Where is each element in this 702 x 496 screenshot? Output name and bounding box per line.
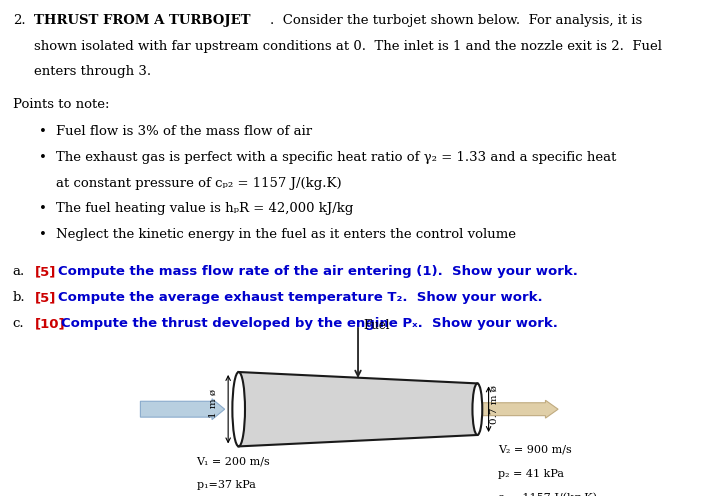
Text: Fuel: Fuel	[364, 319, 390, 332]
Polygon shape	[239, 372, 477, 446]
Text: [5]: [5]	[35, 291, 56, 304]
Text: Compute the mass flow rate of the air entering (1).  Show your work.: Compute the mass flow rate of the air en…	[58, 265, 578, 278]
Text: 0.7 m ø: 0.7 m ø	[490, 385, 498, 424]
Text: •: •	[39, 125, 46, 138]
Text: p₂ = 41 kPa: p₂ = 41 kPa	[498, 469, 564, 479]
Ellipse shape	[472, 383, 482, 435]
Text: enters through 3.: enters through 3.	[34, 65, 151, 78]
Text: V₂ = 900 m/s: V₂ = 900 m/s	[498, 445, 572, 455]
Text: •: •	[39, 151, 46, 164]
FancyArrow shape	[140, 399, 225, 420]
Text: 1 m ø: 1 m ø	[208, 389, 217, 418]
Ellipse shape	[232, 372, 245, 446]
Text: •: •	[39, 202, 46, 215]
Text: THRUST FROM A TURBOJET: THRUST FROM A TURBOJET	[34, 14, 250, 27]
Text: Compute the average exhaust temperature T₂.  Show your work.: Compute the average exhaust temperature …	[58, 291, 542, 304]
Text: Compute the thrust developed by the engine Pₓ.  Show your work.: Compute the thrust developed by the engi…	[61, 317, 558, 330]
Text: Fuel flow is 3% of the mass flow of air: Fuel flow is 3% of the mass flow of air	[56, 125, 312, 138]
Text: Points to note:: Points to note:	[13, 98, 109, 111]
Text: The fuel heating value is hₚR = 42,000 kJ/kg: The fuel heating value is hₚR = 42,000 k…	[56, 202, 354, 215]
Text: The exhaust gas is perfect with a specific heat ratio of γ₂ = 1.33 and a specifi: The exhaust gas is perfect with a specif…	[56, 151, 616, 164]
Text: •: •	[39, 228, 46, 241]
Text: V₁ = 200 m/s: V₁ = 200 m/s	[197, 456, 270, 466]
Text: [10]: [10]	[35, 317, 66, 330]
FancyArrow shape	[481, 400, 558, 418]
Text: at constant pressure of cₚ₂ = 1157 J/(kg.K): at constant pressure of cₚ₂ = 1157 J/(kg…	[56, 177, 342, 189]
Text: a.: a.	[13, 265, 25, 278]
Text: .  Consider the turbojet shown below.  For analysis, it is: . Consider the turbojet shown below. For…	[270, 14, 642, 27]
Text: p₁=37 kPa: p₁=37 kPa	[197, 480, 256, 490]
Text: shown isolated with far upstream conditions at 0.  The inlet is 1 and the nozzle: shown isolated with far upstream conditi…	[34, 40, 662, 53]
Text: cₚ₁=1157 J/(kg.K): cₚ₁=1157 J/(kg.K)	[498, 493, 597, 496]
Text: 2.: 2.	[13, 14, 25, 27]
Text: Neglect the kinetic energy in the fuel as it enters the control volume: Neglect the kinetic energy in the fuel a…	[56, 228, 516, 241]
Text: b.: b.	[13, 291, 25, 304]
Text: [5]: [5]	[35, 265, 56, 278]
Text: c.: c.	[13, 317, 25, 330]
